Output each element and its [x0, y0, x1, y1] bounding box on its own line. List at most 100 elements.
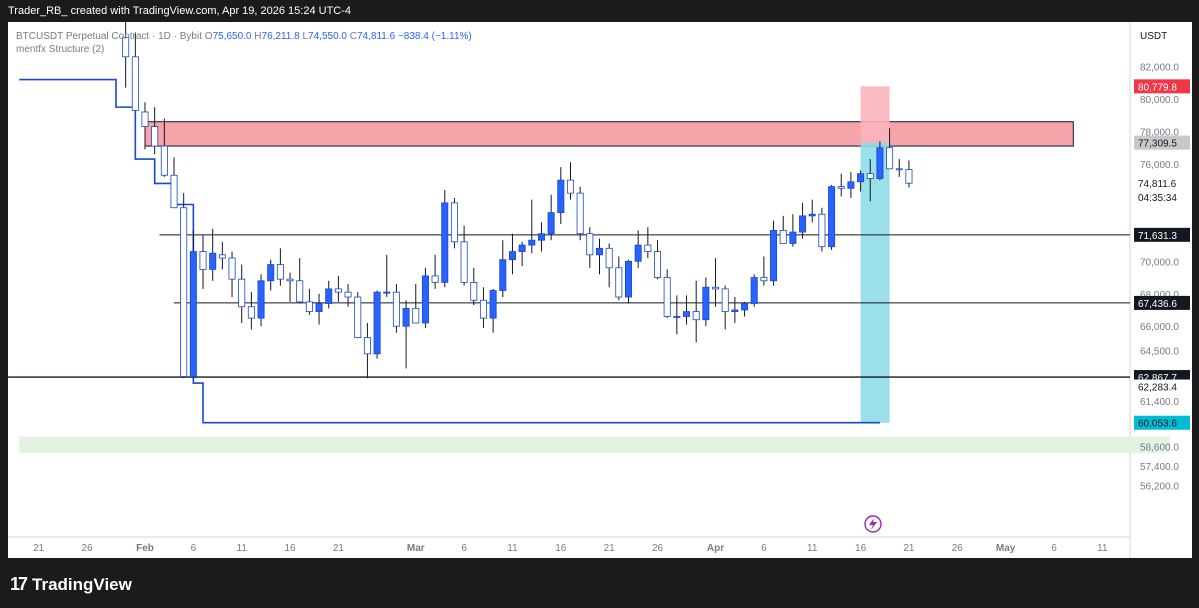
structure-line — [19, 78, 880, 424]
candle-body — [402, 307, 410, 327]
price-label: 04:35:34 — [1138, 193, 1177, 204]
candle — [895, 159, 903, 177]
candle — [615, 256, 623, 301]
y-tick-label: 78,000.0 — [1140, 127, 1179, 138]
candle-body — [373, 291, 381, 355]
candle-body — [315, 303, 323, 313]
candle — [363, 322, 371, 379]
candle-body — [141, 111, 149, 127]
candle — [692, 280, 700, 343]
x-tick-label: 21 — [604, 543, 616, 554]
candle — [141, 102, 149, 150]
x-tick-label: 21 — [333, 543, 345, 554]
x-tick-label: 21 — [903, 543, 915, 554]
chart-frame[interactable]: 82,000.0 80,000.0 78,000.0 76,000.0 70,000.0… — [8, 22, 1192, 558]
candle-body — [257, 280, 265, 319]
candle-body — [731, 309, 739, 313]
candle — [373, 290, 381, 359]
candle-body — [818, 213, 826, 248]
candle-body — [528, 239, 536, 246]
candle — [325, 280, 333, 309]
candle-body — [702, 286, 710, 321]
replay-icon-circle — [864, 515, 882, 533]
x-tick-label: May — [996, 543, 1016, 554]
chart-legend: BTCUSDT Perpetual Contract · 1D · Bybit … — [16, 30, 472, 56]
candle — [750, 274, 758, 307]
candle — [818, 207, 826, 252]
x-tick-label: 16 — [855, 543, 867, 554]
candle-body — [499, 259, 507, 291]
legend-high: 76,211.8 — [261, 31, 300, 42]
candle — [441, 189, 449, 288]
candle — [808, 199, 816, 223]
position-target-zone — [860, 142, 890, 423]
candle-body — [886, 147, 894, 170]
candle — [518, 241, 526, 267]
candle-body — [644, 244, 652, 252]
candle-body — [305, 301, 313, 313]
x-tick-label: 11 — [507, 543, 518, 554]
candle-body — [450, 202, 458, 243]
x-tick-label: 21 — [33, 543, 45, 554]
price-label: 74,811.6 — [1138, 179, 1177, 190]
candle-body — [857, 173, 865, 183]
candle-body — [808, 213, 816, 217]
candle-body — [576, 192, 584, 235]
candle — [741, 301, 749, 317]
candle — [228, 251, 236, 298]
candle — [199, 235, 207, 289]
candle-body — [557, 179, 565, 214]
chart-canvas[interactable]: 82,000.0 80,000.0 78,000.0 76,000.0 70,000.0… — [8, 22, 1192, 558]
candle — [847, 172, 855, 199]
candle-body — [595, 247, 603, 256]
replay-icon — [864, 515, 882, 533]
candle-body — [189, 251, 197, 377]
candle — [576, 186, 584, 241]
candle — [828, 185, 836, 250]
x-tick-label: 26 — [652, 543, 664, 554]
price-label: 80,779.8 — [1138, 82, 1177, 93]
x-tick-label: 6 — [461, 543, 467, 554]
candle — [508, 233, 516, 275]
candle-body — [866, 173, 874, 179]
candle-body — [180, 207, 188, 377]
candle — [876, 141, 884, 181]
candle-body — [325, 288, 333, 304]
candle — [131, 32, 139, 111]
candle-body — [566, 179, 574, 194]
candle — [789, 214, 797, 247]
x-tick-label: 11 — [237, 543, 248, 554]
candle-body — [392, 291, 400, 327]
legend-low: 74,550.0 — [308, 31, 347, 42]
candle-body — [547, 212, 555, 235]
legend-indicator[interactable]: mentfx Structure (2) — [16, 44, 105, 55]
candle-body — [247, 306, 255, 319]
candle — [586, 227, 594, 268]
candle-body — [131, 56, 139, 111]
candle — [354, 292, 362, 338]
legend-change: −838.4 (−1.11%) — [397, 31, 472, 42]
x-tick-label: 26 — [952, 543, 964, 554]
candle — [654, 240, 662, 280]
candle — [276, 248, 284, 286]
candle-body — [654, 251, 662, 278]
x-tick-label: 6 — [1051, 543, 1057, 554]
price-label-bg — [1134, 379, 1190, 394]
candle — [770, 220, 778, 286]
candle — [857, 170, 865, 192]
x-tick-label: 11 — [807, 543, 818, 554]
candle-body — [615, 267, 623, 298]
candle-body — [489, 290, 497, 319]
candle-body — [692, 311, 700, 321]
candle — [557, 167, 565, 224]
candle — [547, 194, 555, 241]
price-label-bg — [1134, 415, 1190, 430]
y-tick-label: 76,000.0 — [1140, 160, 1179, 171]
candle — [663, 269, 671, 319]
candle — [257, 274, 265, 327]
y-tick-label: 82,000.0 — [1140, 63, 1179, 74]
x-tick-label: Feb — [136, 543, 154, 554]
price-label: 71,631.3 — [1138, 231, 1177, 242]
legend-low-label: L — [302, 31, 309, 42]
candle — [334, 275, 342, 302]
